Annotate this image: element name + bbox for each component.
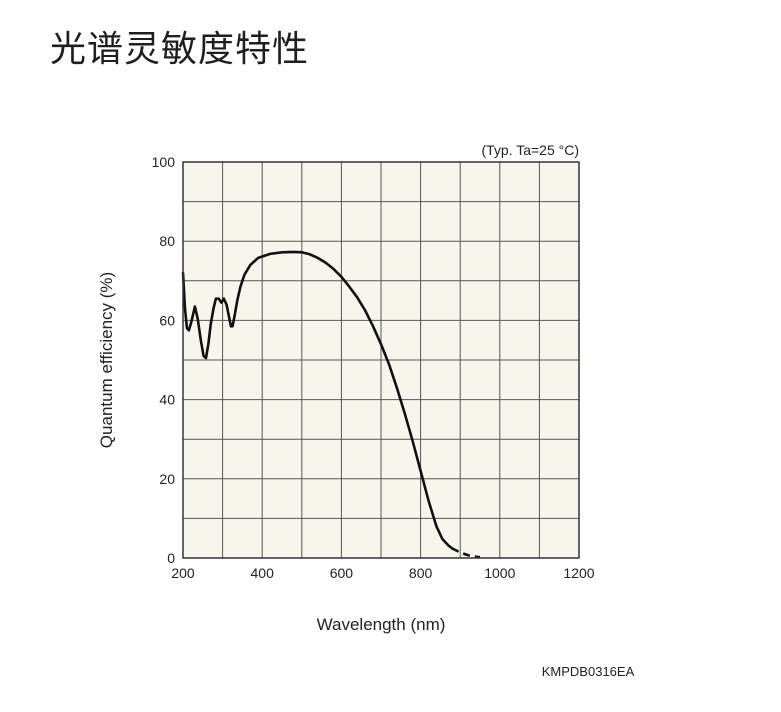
y-tick-label: 60 xyxy=(159,312,175,328)
x-axis-label: Wavelength (nm) xyxy=(317,615,446,634)
grid xyxy=(183,162,579,558)
axes xyxy=(182,161,580,559)
y-tick-label: 80 xyxy=(159,233,175,249)
series-line-measured xyxy=(181,250,454,550)
y-tick-label: 100 xyxy=(152,154,176,170)
y-tick-label: 0 xyxy=(167,550,175,566)
x-tick-labels: 200 400 600 800 1000 1200 xyxy=(171,565,594,581)
x-tick-label: 800 xyxy=(409,565,433,581)
page-title: 光谱灵敏度特性 xyxy=(50,29,310,70)
condition-note: (Typ. Ta=25 °C) xyxy=(481,142,579,158)
series-lines xyxy=(181,250,481,559)
plot-frame xyxy=(182,161,580,559)
x-tick-label: 200 xyxy=(171,565,195,581)
y-axis-label: Quantum efficiency (%) xyxy=(97,272,116,448)
x-tick-label: 1000 xyxy=(484,565,515,581)
x-tick-label: 400 xyxy=(251,565,275,581)
figure-code: KMPDB0316EA xyxy=(542,664,635,679)
x-tick-label: 1200 xyxy=(563,565,594,581)
y-tick-label: 20 xyxy=(159,471,175,487)
series-line-extrapolated xyxy=(451,547,481,559)
x-tick-label: 600 xyxy=(330,565,354,581)
y-tick-label: 40 xyxy=(159,392,175,408)
y-tick-labels: 0 20 40 60 80 100 xyxy=(152,154,176,566)
